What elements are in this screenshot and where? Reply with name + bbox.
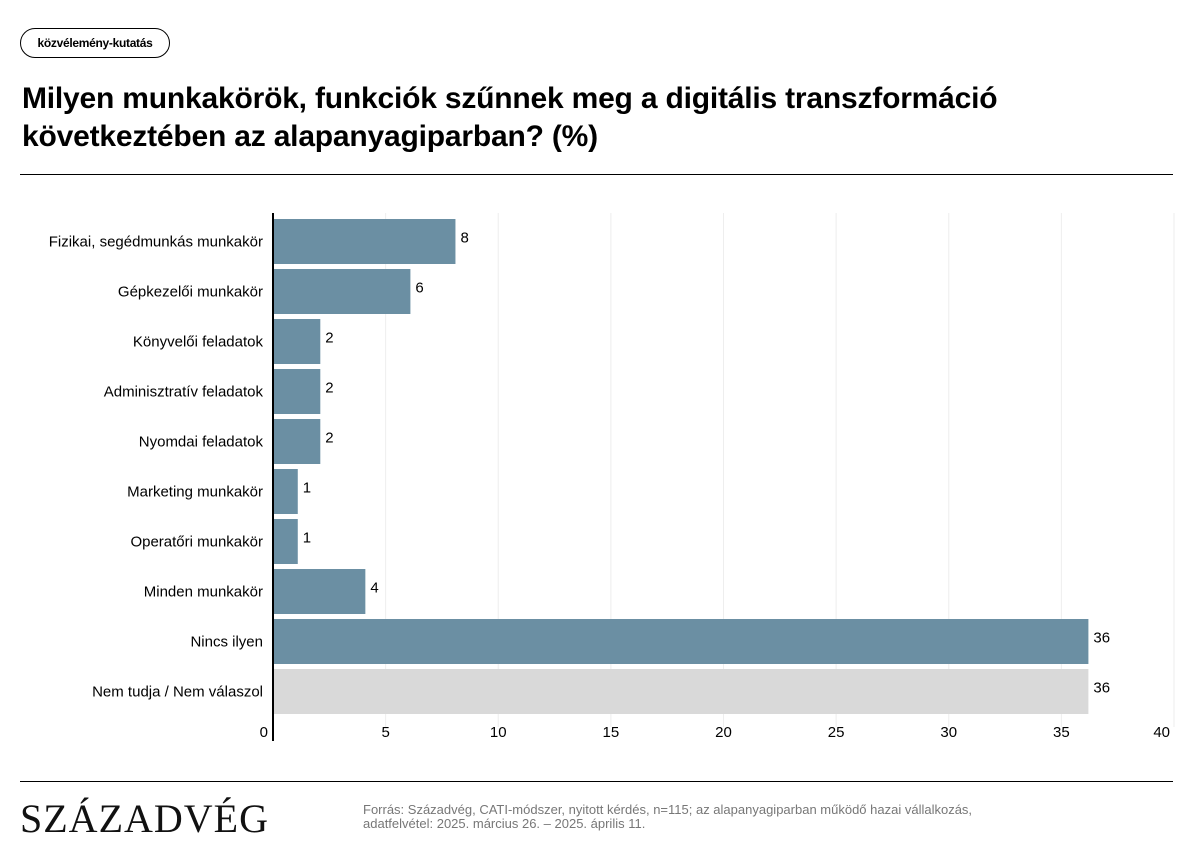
bar (273, 369, 321, 414)
x-tick-label: 25 (828, 724, 845, 741)
bar (273, 519, 298, 564)
bar (273, 319, 321, 364)
x-tick-label: 35 (1053, 724, 1070, 741)
x-tick-label: 40 (1153, 724, 1170, 741)
category-label: Nyomdai feladatok (139, 434, 264, 451)
chart-title: Milyen munkakörök, funkciók szűnnek meg … (22, 80, 1162, 156)
bar (273, 219, 456, 264)
brand-logo: SZÁZADVÉG (20, 796, 269, 841)
bar (273, 619, 1089, 664)
source-note: Forrás: Századvég, CATI-módszer, nyitott… (363, 803, 1083, 831)
value-label: 36 (1093, 630, 1110, 647)
bar-chart: Fizikai, segédmunkás munkakör 8 Gépkezelői… (49, 213, 1175, 741)
x-tick-label: 0 (260, 724, 268, 741)
value-label: 2 (325, 430, 333, 447)
title-line-1: Milyen munkakörök, funkciók szűnnek meg … (22, 82, 998, 115)
category-label: Marketing munkakör (127, 484, 263, 501)
category-label: Operatőri munkakör (130, 534, 263, 551)
value-label: 4 (370, 580, 378, 597)
bar (273, 269, 411, 314)
x-tick-label: 15 (603, 724, 620, 741)
value-label: 36 (1093, 680, 1110, 697)
value-label: 2 (325, 330, 333, 347)
category-tag: közvélemény-kutatás (20, 28, 170, 58)
category-label: Könyvelői feladatok (133, 334, 264, 351)
x-tick-label: 30 (940, 724, 957, 741)
bar (273, 469, 298, 514)
bar (273, 669, 1089, 714)
title-line-2: következtében az alapanyagiparban? (%) (22, 120, 598, 153)
category-label: Nincs ilyen (190, 634, 263, 651)
source-line-1: Forrás: Századvég, CATI-módszer, nyitott… (363, 802, 973, 817)
category-label: Nem tudja / Nem válaszol (92, 684, 263, 701)
value-label: 2 (325, 380, 333, 397)
x-tick-label: 20 (715, 724, 732, 741)
x-tick-label: 5 (381, 724, 389, 741)
bar (273, 419, 321, 464)
category-label: Fizikai, segédmunkás munkakör (49, 234, 263, 251)
x-tick-label: 10 (490, 724, 507, 741)
value-label: 1 (303, 480, 311, 497)
top-divider (20, 174, 1173, 175)
category-label: Minden munkakör (144, 584, 263, 601)
category-label: Gépkezelői munkakör (118, 284, 263, 301)
source-line-2: adatfelvétel: 2025. március 26. – 2025. … (363, 816, 646, 831)
value-label: 8 (460, 230, 468, 247)
bar (273, 569, 366, 614)
value-label: 1 (303, 530, 311, 547)
category-label: Adminisztratív feladatok (104, 384, 264, 401)
bottom-divider (20, 781, 1173, 782)
value-label: 6 (415, 280, 423, 297)
